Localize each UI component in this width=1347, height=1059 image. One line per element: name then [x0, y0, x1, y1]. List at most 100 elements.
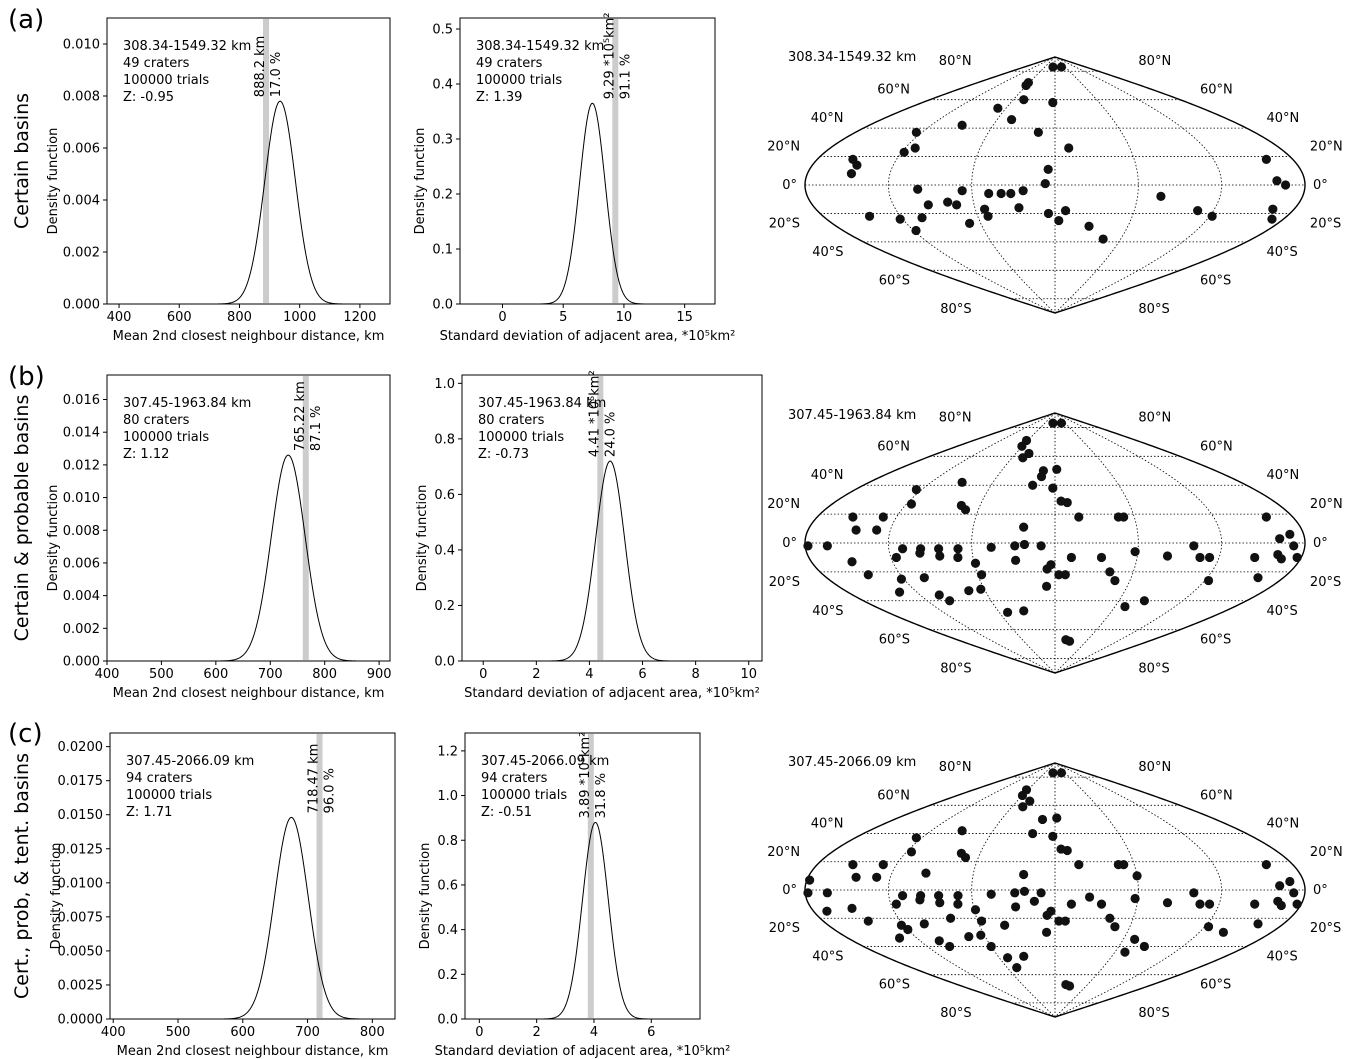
map-1-crater-point: [957, 477, 967, 487]
map-0-lat-label-right: 40°N: [1267, 111, 1300, 126]
map-1-lat-label-right: 60°S: [1200, 633, 1231, 648]
map-1-crater-point: [1028, 480, 1038, 490]
row1-hist1-ytick-label: 0.012: [63, 458, 100, 473]
map-2-crater-point: [1012, 963, 1022, 973]
map-1-lat-label-right: 40°S: [1267, 604, 1298, 619]
row2-hist1-ytick-label: 0.0125: [58, 842, 104, 857]
row0-hist2-xtick-label: 15: [676, 310, 693, 325]
map-0-crater-point: [1272, 176, 1282, 186]
row1-hist2-ytick-label: 0.8: [434, 432, 455, 447]
map-2-crater-point: [919, 919, 929, 929]
row1-hist2-xtick-label: 4: [585, 667, 593, 682]
row2-hist1-y-axis-label: Density function: [49, 843, 64, 950]
map-1-lat-label-right: 60°N: [1200, 439, 1233, 454]
map-1-crater-point: [911, 484, 921, 495]
row0-hist2-marker-percentile-label: 91.1 %: [618, 54, 633, 99]
map-2-crater-point: [1292, 899, 1302, 909]
map-1-crater-point: [1046, 560, 1056, 570]
map-2-crater-point: [1096, 899, 1107, 909]
map-0-lat-label-right: 20°S: [1310, 216, 1341, 231]
map-2-crater-point: [1105, 913, 1115, 923]
map-1-crater-point: [945, 596, 955, 606]
map-1-crater-point: [1096, 552, 1107, 563]
map-2-crater-point: [1048, 831, 1058, 841]
row1-hist1-info-line: 307.45-1963.84 km: [123, 396, 251, 411]
map-1-crater-point: [1010, 541, 1020, 551]
row2-hist1-ytick-label: 0.0150: [58, 808, 104, 823]
row1-hist1-ytick-label: 0.006: [63, 556, 100, 571]
row2-hist2-xtick-label: 4: [590, 1025, 598, 1040]
map-2-lat-label-right: 40°N: [1267, 817, 1300, 832]
map-2-crater-point: [1130, 934, 1140, 944]
map-2-crater-point: [891, 899, 901, 909]
map-0-crater-point: [1261, 154, 1271, 164]
map-1-crater-point: [1253, 573, 1263, 583]
map-0-crater-point: [1268, 204, 1278, 214]
map-2-crater-point: [894, 933, 905, 943]
map-0-crater-point: [846, 169, 857, 179]
map-2-lat-label-right: 60°S: [1200, 978, 1231, 993]
map-2-crater-point: [1110, 922, 1120, 932]
map-1-crater-point: [1130, 547, 1140, 557]
map-1-crater-point: [1056, 418, 1067, 428]
map-2-lat-label-right: 40°S: [1267, 949, 1298, 964]
row0-hist1-xtick-label: 1000: [283, 310, 316, 325]
row1-hist1-xtick-label: 900: [367, 667, 392, 682]
map-2-crater-point: [1048, 768, 1058, 778]
map-1-crater-point: [919, 573, 929, 583]
map-1-crater-point: [1041, 581, 1052, 591]
map-0-crater-point: [1048, 97, 1058, 108]
map-0-crater-point: [993, 103, 1003, 113]
map-0-meridian: [887, 56, 1056, 314]
map-1-crater-point: [822, 541, 832, 551]
row2-hist1-ytick-label: 0.0050: [58, 944, 104, 959]
map-2-crater-point: [878, 860, 888, 870]
row2-hist2-ytick-label: 1.0: [437, 789, 458, 804]
map-1-crater-point: [1074, 512, 1084, 522]
map-1-crater-point: [1018, 453, 1028, 463]
map-1-crater-point: [1195, 552, 1205, 563]
map-0-crater-point: [1014, 203, 1024, 213]
row2-hist2-ytick-label: 0.6: [437, 878, 458, 893]
row2-hist2-xtick-label: 2: [533, 1025, 541, 1040]
map-2-crater-point: [1064, 981, 1075, 991]
map-2-crater-point: [848, 860, 858, 870]
map-2-crater-point: [1052, 813, 1062, 823]
row0-hist2-info-line: Z: 1.39: [476, 90, 522, 105]
row0-hist1-x-axis-label: Mean 2nd closest neighbour distance, km: [113, 329, 385, 344]
map-0-crater-point: [1043, 164, 1053, 174]
map-2-crater-point: [953, 891, 963, 901]
row1-hist1-xtick-label: 400: [95, 667, 120, 682]
map-2-crater-point: [1204, 899, 1215, 909]
map-2-crater-point: [1273, 896, 1283, 906]
map-2-crater-point: [1041, 927, 1052, 937]
map-0-crater-point: [957, 186, 967, 196]
map-0-lat-label-left: 80°N: [939, 54, 972, 69]
map-1-crater-point: [1054, 570, 1064, 580]
row1-hist1-ytick-label: 0.000: [63, 655, 100, 670]
row0-hist2-ytick-label: 0.2: [432, 188, 453, 203]
row1-hist2-density-curve: [548, 460, 672, 662]
map-2-crater-point: [1139, 941, 1149, 952]
row0-hist1-marker-percentile-label: 17.0 %: [269, 52, 284, 97]
map-1-crater-point: [934, 544, 944, 554]
map-0-meridian: [1054, 56, 1139, 314]
map-1-crater-point: [1011, 555, 1021, 565]
map-1-crater-point: [1273, 549, 1283, 560]
map-1-crater-point: [915, 548, 925, 558]
map-0-crater-point: [1156, 191, 1166, 201]
map-2-crater-point: [1056, 768, 1067, 778]
row0-hist2-x-axis-label: Standard deviation of adjacent area, *10…: [440, 329, 736, 344]
map-2-crater-point: [822, 888, 832, 898]
map-2-crater-point: [906, 847, 917, 857]
map-0-crater-point: [1021, 80, 1031, 91]
map-0-crater-point: [1006, 114, 1017, 125]
map-0-lat-label-right: 60°S: [1200, 273, 1231, 288]
row0-hist1-info-line: Z: -0.95: [123, 90, 174, 105]
map-2-crater-point: [1074, 860, 1084, 870]
map-2-crater-point: [1162, 898, 1173, 908]
map-2-crater-point: [960, 852, 971, 863]
map-1-crater-point: [1036, 541, 1046, 551]
row0-hist1-xtick-label: 1200: [343, 310, 376, 325]
row2-hist1-xtick-label: 600: [230, 1025, 255, 1040]
